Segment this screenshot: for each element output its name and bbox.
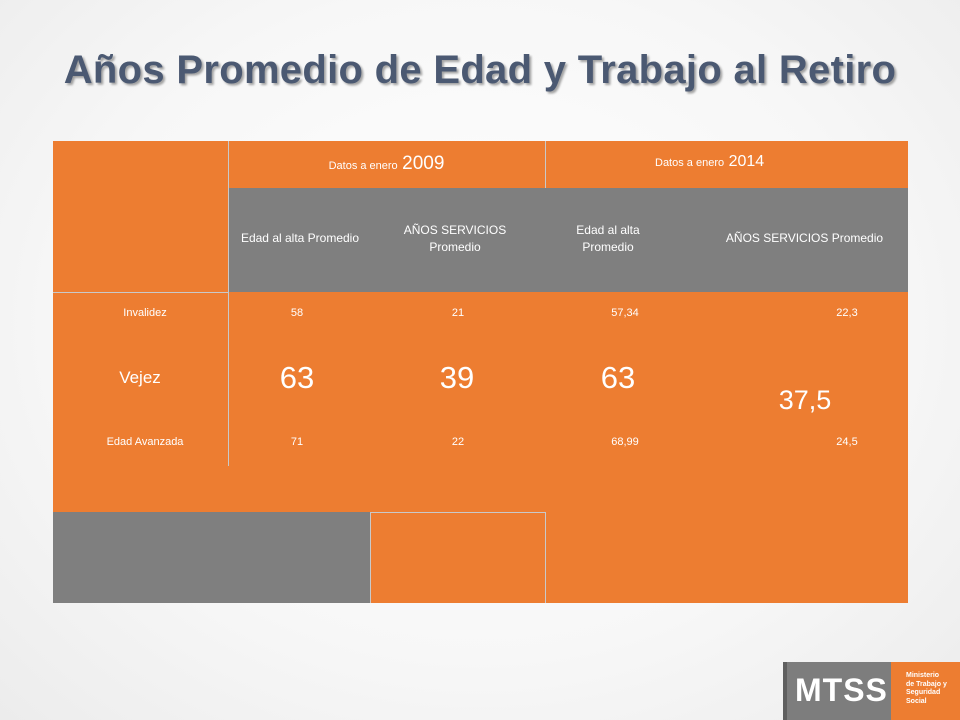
cell: 21 — [451, 307, 465, 319]
subheader-servicios-2014: AÑOS SERVICIOS Promedio — [725, 231, 884, 245]
cell: 68,99 — [611, 436, 639, 448]
cell: 39 — [439, 360, 475, 395]
cell: 37,5 — [778, 385, 832, 415]
logo-gray-block — [783, 662, 891, 720]
group-header-2014: Datos a enero 2014 — [655, 153, 765, 170]
row-label-vejez: Vejez — [119, 368, 161, 387]
subheader-edad-2014: Edad al alta Promedio — [576, 223, 640, 254]
row-label-invalidez: Invalidez — [123, 307, 167, 319]
subheader-edad-2009: Edad al alta Promedio — [240, 231, 360, 245]
page-title: Años Promedio de Edad y Trabajo al Retir… — [63, 48, 897, 92]
row-label-edad-avanzada: Edad Avanzada — [106, 436, 184, 448]
cell: 58 — [290, 307, 304, 319]
logo-orange-block — [891, 662, 960, 720]
subheader-band — [228, 188, 908, 292]
cell: 71 — [290, 436, 304, 448]
cell: 22 — [451, 436, 465, 448]
subheader-servicios-2009: AÑOS SERVICIOS Promedio — [403, 223, 507, 254]
logo-acronym: MTSS — [795, 672, 888, 708]
cell: 63 — [600, 360, 636, 395]
cell: 24,5 — [836, 436, 858, 448]
cell: 22,3 — [836, 307, 858, 319]
cell: 57,34 — [611, 307, 639, 319]
logo-ministry-name: Ministerio de Trabajo y Seguridad Social — [906, 672, 947, 705]
empty-gray-cell — [53, 512, 370, 603]
cell: 63 — [279, 360, 315, 395]
group-header-2009: Datos a enero 2009 — [328, 153, 445, 174]
